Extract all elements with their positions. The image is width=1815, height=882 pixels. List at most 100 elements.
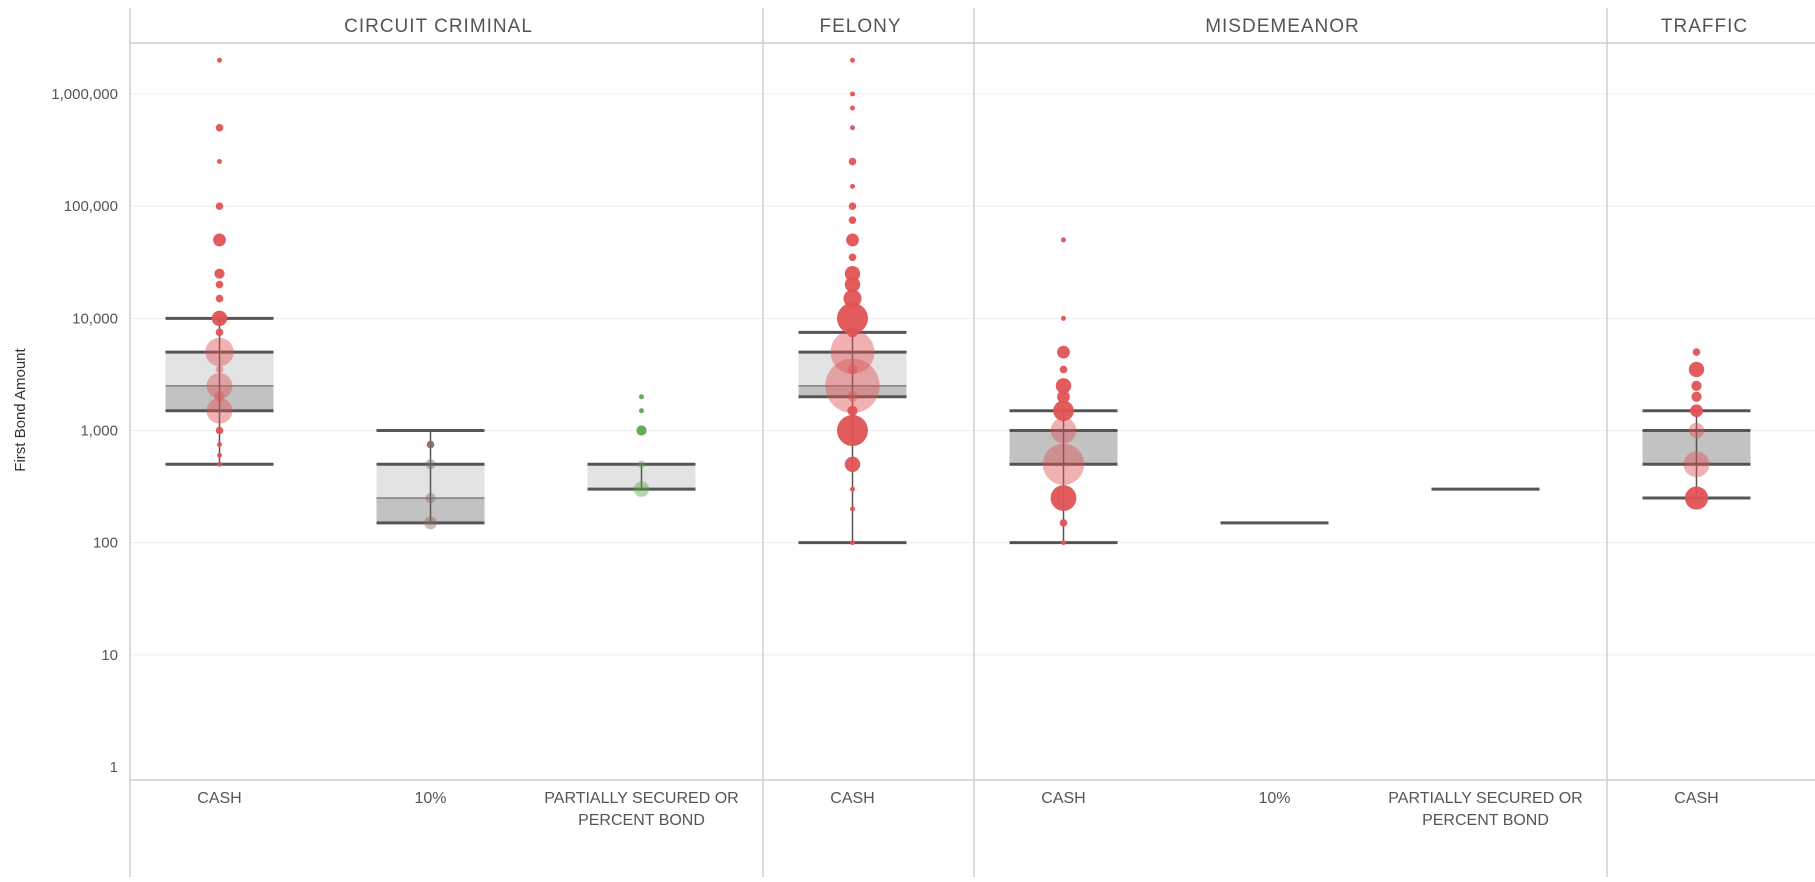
- panel-title: CIRCUIT CRIMINAL: [344, 16, 533, 37]
- data-point: [850, 540, 855, 546]
- data-point: [1057, 345, 1070, 359]
- data-point: [213, 233, 226, 247]
- data-points: [205, 57, 1710, 546]
- data-point: [214, 391, 225, 402]
- data-point: [217, 57, 222, 63]
- data-point: [215, 280, 224, 289]
- category-label: 10%: [414, 790, 446, 807]
- category-label: CASH: [197, 790, 241, 807]
- data-point: [837, 415, 868, 446]
- data-point: [830, 330, 875, 375]
- category-label: CASH: [1041, 790, 1085, 807]
- y-tick-label: 1: [110, 759, 118, 776]
- data-point: [848, 253, 857, 262]
- data-point: [844, 456, 861, 472]
- data-point: [837, 302, 868, 334]
- data-point: [205, 337, 234, 367]
- data-point: [215, 294, 224, 303]
- data-point: [217, 461, 222, 467]
- category-label: 10%: [1258, 790, 1290, 807]
- panel-title: TRAFFIC: [1661, 16, 1748, 37]
- y-tick-label: 10: [101, 647, 118, 664]
- data-point: [1688, 422, 1705, 439]
- data-point: [211, 310, 228, 327]
- y-tick-label: 100,000: [64, 198, 118, 215]
- data-point: [1684, 486, 1709, 510]
- data-point: [1688, 361, 1705, 378]
- y-tick-label: 10,000: [72, 310, 118, 327]
- data-point: [850, 125, 855, 131]
- data-point: [844, 265, 861, 282]
- data-point: [844, 276, 861, 293]
- data-point: [1061, 315, 1066, 321]
- category-label: PARTIALLY SECURED OR: [1388, 790, 1582, 807]
- data-point: [206, 372, 233, 399]
- data-point: [425, 492, 436, 504]
- y-tick-label: 1,000: [80, 423, 118, 440]
- data-point: [846, 233, 859, 247]
- y-axis: 1 10 100 1,000 10,000 100,000 1,000,000 First B…: [12, 86, 118, 776]
- data-point: [850, 91, 855, 97]
- data-point: [1053, 400, 1074, 422]
- data-point: [848, 202, 857, 210]
- data-point: [1042, 443, 1085, 485]
- data-point: [215, 426, 224, 435]
- data-point: [424, 516, 437, 530]
- data-point: [639, 408, 644, 414]
- data-point: [1691, 391, 1702, 402]
- data-point: [850, 183, 855, 189]
- y-tick-label: 100: [93, 535, 118, 552]
- category-label: PERCENT BOND: [578, 812, 705, 829]
- data-point: [215, 202, 224, 210]
- data-point: [639, 394, 644, 400]
- y-axis-label: First Bond Amount: [12, 347, 29, 471]
- data-point: [425, 459, 436, 470]
- data-point: [214, 268, 225, 279]
- data-point: [637, 460, 646, 469]
- data-point: [850, 506, 855, 512]
- data-point: [847, 364, 858, 375]
- gridlines: [130, 93, 1815, 656]
- data-point: [1050, 485, 1077, 511]
- data-point: [215, 328, 224, 337]
- data-point: [1059, 519, 1068, 527]
- category-label: CASH: [830, 790, 874, 807]
- data-point: [1061, 237, 1066, 243]
- data-point: [850, 105, 855, 111]
- data-point: [1055, 378, 1072, 394]
- data-point: [1692, 348, 1701, 356]
- data-point: [215, 365, 224, 374]
- data-point: [848, 216, 857, 224]
- y-tick-label: 1,000,000: [51, 86, 118, 103]
- data-point: [633, 481, 650, 497]
- data-point: [426, 440, 435, 449]
- data-point: [843, 289, 862, 308]
- panel-frame: [129, 8, 1815, 877]
- category-label: CASH: [1674, 790, 1718, 807]
- data-point: [636, 425, 647, 436]
- panel-title: MISDEMEANOR: [1205, 16, 1360, 37]
- box-plots: [165, 316, 1751, 545]
- data-point: [850, 57, 855, 63]
- panel-titles: CIRCUIT CRIMINAL FELONY MISDEMEANOR TRAFFIC: [344, 16, 1748, 37]
- data-point: [847, 391, 858, 402]
- category-label: PARTIALLY SECURED OR: [544, 790, 738, 807]
- category-labels: CASH 10% PARTIALLY SECURED OR PERCENT BOND C…: [197, 790, 1718, 829]
- data-point: [825, 358, 880, 414]
- panel-title: FELONY: [819, 16, 901, 37]
- data-point: [217, 159, 222, 165]
- data-point: [1050, 417, 1077, 444]
- data-point: [847, 405, 858, 416]
- data-point: [1061, 540, 1066, 546]
- category-label: PERCENT BOND: [1422, 812, 1549, 829]
- data-point: [847, 327, 858, 338]
- data-point: [215, 123, 224, 132]
- data-point: [217, 442, 222, 448]
- data-point: [1057, 390, 1070, 404]
- data-point: [1691, 380, 1702, 391]
- data-point: [1059, 365, 1068, 374]
- data-point: [848, 157, 857, 166]
- data-point: [1683, 451, 1710, 478]
